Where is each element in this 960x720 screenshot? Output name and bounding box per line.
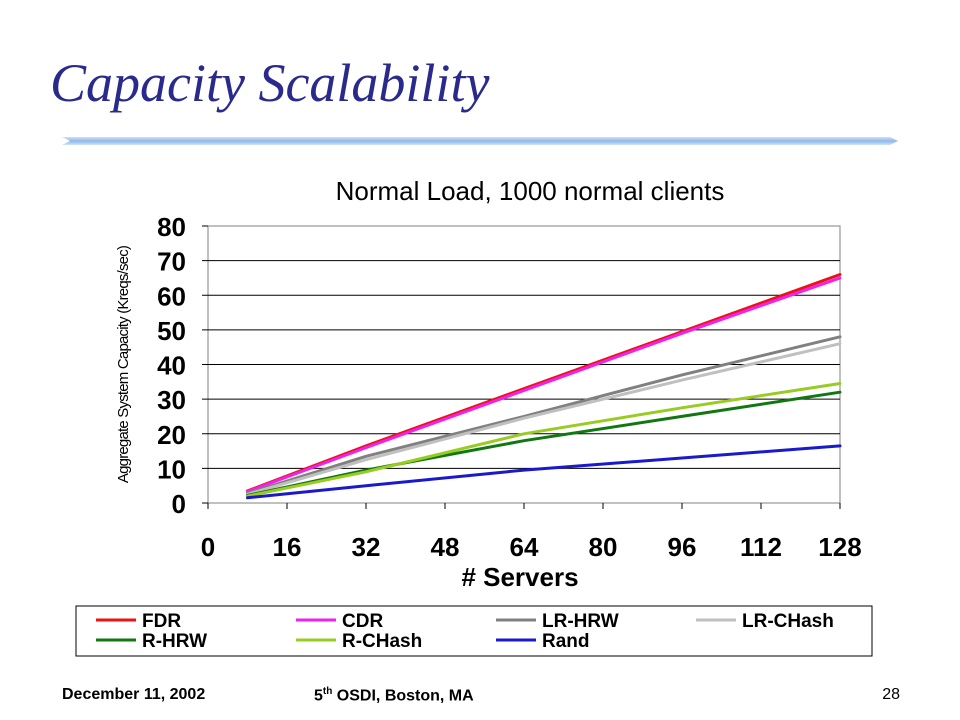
x-tick-label: 48 bbox=[431, 532, 460, 562]
legend-label-fdr: FDR bbox=[142, 611, 181, 632]
y-tick-label: 0 bbox=[172, 489, 186, 519]
x-tick-label: 16 bbox=[273, 532, 302, 562]
y-tick-label: 70 bbox=[157, 247, 186, 277]
legend-label-r-chash: R-CHash bbox=[342, 631, 422, 652]
slide-title: Capacity Scalability bbox=[50, 53, 490, 113]
y-tick-label: 20 bbox=[157, 420, 186, 450]
series-line-cdr bbox=[246, 276, 842, 494]
legend-label-r-hrw: R-HRW bbox=[142, 631, 207, 652]
legend-label-lr-hrw: LR-HRW bbox=[542, 611, 619, 632]
x-tick-label: 64 bbox=[510, 532, 539, 562]
y-tick-label: 80 bbox=[157, 212, 186, 242]
x-axis-label: # Servers bbox=[461, 562, 578, 592]
legend-label-rand: Rand bbox=[542, 631, 590, 652]
y-tick-label: 50 bbox=[157, 316, 186, 346]
footer-conference-num: 5 bbox=[314, 687, 323, 705]
footer-conference-sup: th bbox=[322, 686, 333, 697]
series-line-lr-hrw bbox=[246, 335, 842, 495]
series-line-rand bbox=[246, 444, 842, 500]
y-tick-label: 10 bbox=[157, 454, 186, 484]
legend bbox=[75, 605, 873, 657]
footer-conference: 5th OSDI, Boston, MA bbox=[314, 686, 474, 705]
y-axis-label: Aggregate System Capacity (Kreqs/sec) bbox=[115, 245, 132, 483]
x-tick-label: 80 bbox=[589, 532, 618, 562]
series-line-lr-chash bbox=[246, 342, 842, 496]
footer-conference-name: OSDI, Boston, MA bbox=[332, 687, 474, 705]
x-tick-label: 112 bbox=[740, 532, 782, 562]
chart-title: Normal Load, 1000 normal clients bbox=[335, 176, 725, 206]
footer-date: December 11, 2002 bbox=[62, 686, 206, 703]
capacity-chart: 0 10 20 30 40 50 60 70 80 0 16 32 48 64 80 96 112 128 # Se… bbox=[75, 212, 873, 657]
series-line-r-chash bbox=[246, 382, 842, 498]
legend-label-lr-chash: LR-CHash bbox=[742, 611, 834, 632]
y-tick-label: 40 bbox=[157, 351, 186, 381]
x-tick-label: 96 bbox=[668, 532, 697, 562]
y-tick-label: 60 bbox=[157, 281, 186, 311]
y-tick-label: 30 bbox=[157, 385, 186, 415]
title-rule bbox=[62, 137, 898, 145]
x-tick-label: 0 bbox=[201, 532, 215, 562]
x-tick-label: 128 bbox=[818, 532, 861, 562]
x-tick-label: 32 bbox=[352, 532, 381, 562]
page-number: 28 bbox=[882, 686, 900, 703]
legend-label-cdr: CDR bbox=[342, 611, 383, 632]
